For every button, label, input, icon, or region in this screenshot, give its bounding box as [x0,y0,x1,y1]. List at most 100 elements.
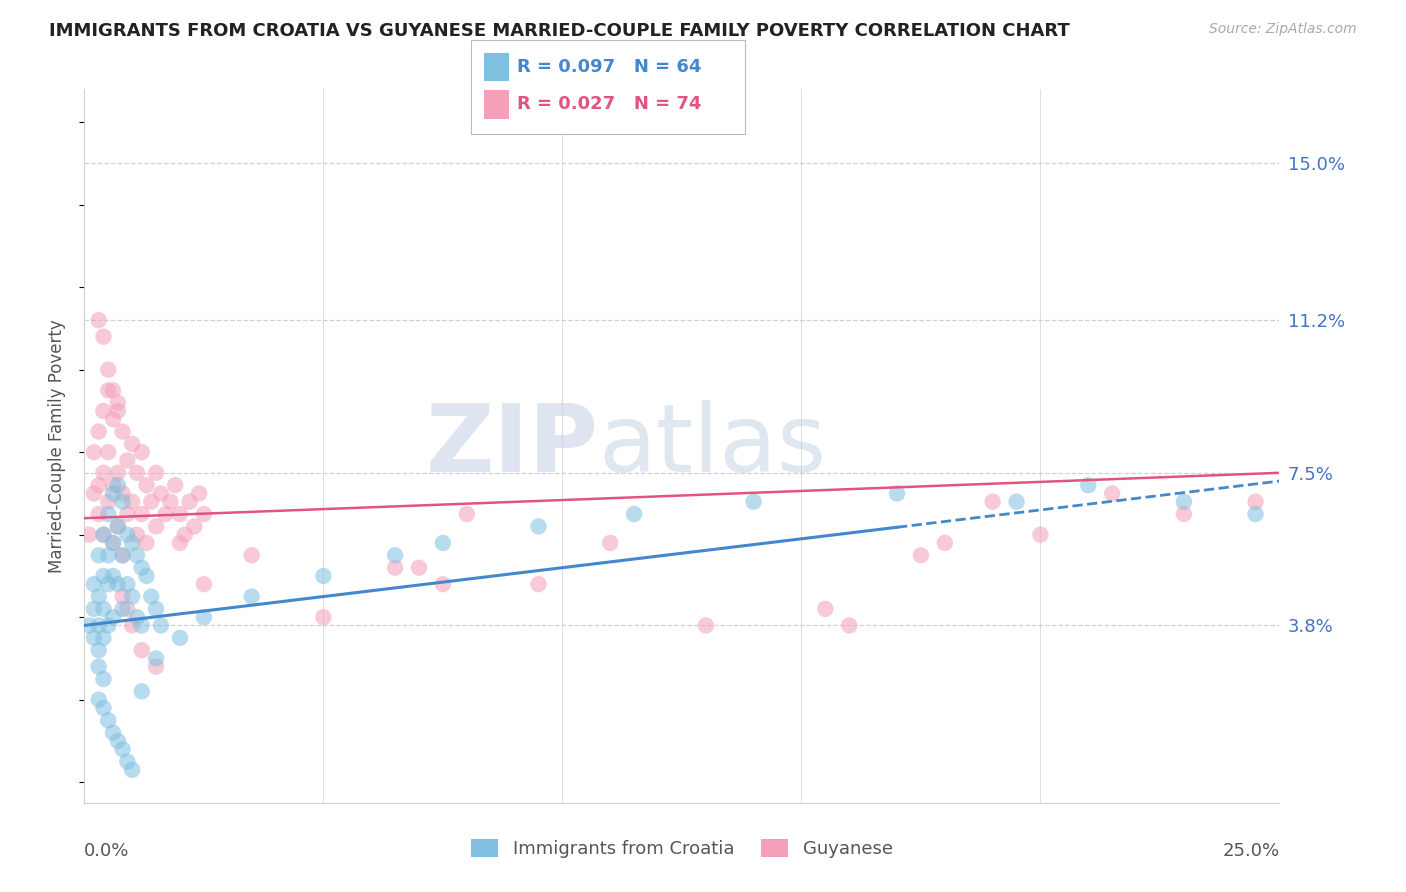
Point [87,618,110,632]
Point [981,494,1004,508]
Point [131,643,153,657]
Point [111,590,134,604]
Point [111,549,134,563]
Point [131,445,153,459]
Text: R = 0.097   N = 64: R = 0.097 N = 64 [517,58,702,76]
Point [1005,494,1028,508]
Point [1244,507,1267,521]
Point [117,527,139,541]
Point [121,763,143,777]
Point [910,549,932,563]
Text: ZIP: ZIP [426,400,599,492]
Point [117,755,139,769]
Point [111,494,134,508]
Point [188,486,211,500]
Point [145,519,167,533]
Point [93,672,115,686]
Point [101,536,124,550]
Point [101,569,124,583]
Point [1077,478,1099,492]
Point [169,536,191,550]
Legend: Immigrants from Croatia, Guyanese: Immigrants from Croatia, Guyanese [464,831,900,865]
Point [1173,494,1195,508]
Point [135,478,157,492]
Point [141,590,163,604]
Point [83,486,105,500]
Point [121,590,143,604]
Point [159,494,181,508]
Point [149,618,172,632]
Point [131,618,153,632]
Point [121,618,143,632]
Point [432,577,454,591]
Point [135,569,157,583]
Point [111,602,134,616]
Point [117,602,139,616]
Point [240,590,263,604]
Point [125,466,148,480]
Point [814,602,837,616]
Point [101,536,124,550]
Point [169,507,191,521]
Point [97,577,120,591]
Point [121,437,143,451]
Point [141,494,163,508]
Point [117,453,139,467]
Point [145,466,167,480]
Point [97,384,120,398]
Point [87,478,110,492]
Point [125,549,148,563]
Point [121,536,143,550]
Point [934,536,956,550]
Point [1029,527,1052,541]
Point [384,549,406,563]
Point [93,631,115,645]
Point [527,577,550,591]
Point [101,478,124,492]
Point [83,602,105,616]
Point [107,404,129,418]
Point [107,478,129,492]
Point [125,610,148,624]
Point [384,560,406,574]
Point [117,577,139,591]
Point [93,329,115,343]
Point [87,590,110,604]
Point [623,507,645,521]
Text: atlas: atlas [599,400,827,492]
Point [101,384,124,398]
Point [173,527,195,541]
Point [87,507,110,521]
Point [83,577,105,591]
Point [240,549,263,563]
Point [599,536,621,550]
Point [107,519,129,533]
Point [408,560,430,574]
Point [93,404,115,418]
Point [87,313,110,327]
Point [527,519,550,533]
Point [145,602,167,616]
Point [131,560,153,574]
Point [77,618,100,632]
Point [169,631,191,645]
Point [131,507,153,521]
Point [97,362,120,376]
Point [165,478,187,492]
Point [193,610,215,624]
Point [742,494,765,508]
Point [93,527,115,541]
Point [77,527,100,541]
Point [111,425,134,439]
Point [93,466,115,480]
Point [93,527,115,541]
Text: IMMIGRANTS FROM CROATIA VS GUYANESE MARRIED-COUPLE FAMILY POVERTY CORRELATION CH: IMMIGRANTS FROM CROATIA VS GUYANESE MARR… [49,22,1070,40]
Point [97,618,120,632]
Point [312,610,335,624]
Text: R = 0.027   N = 74: R = 0.027 N = 74 [517,95,702,113]
Point [135,536,157,550]
Point [101,486,124,500]
Point [97,494,120,508]
Point [101,610,124,624]
Point [83,631,105,645]
